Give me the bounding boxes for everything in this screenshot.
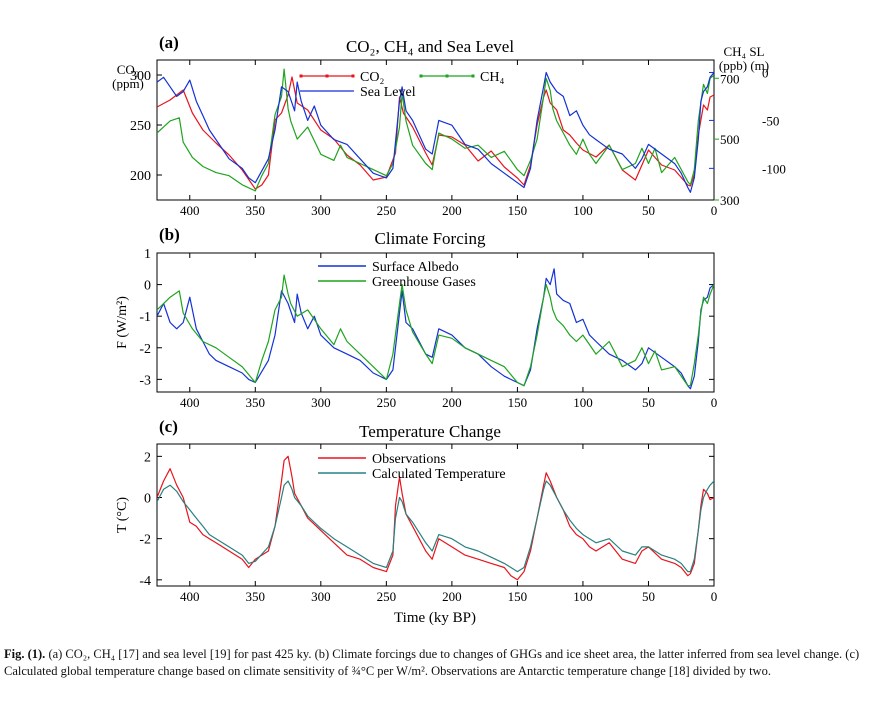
x-tick-label: 100 <box>573 395 593 410</box>
panel-label: (a) <box>159 33 179 52</box>
y-tick-label: -4 <box>139 574 151 589</box>
x-tick-label: 250 <box>377 203 397 218</box>
x-tick-label: 50 <box>642 395 655 410</box>
x-tick-label: 150 <box>508 395 528 410</box>
y-axis-label: (ppm) <box>112 76 144 91</box>
figure: (a) CO₂, CH₄ and Sea Level 400 350 300 250 200… <box>112 33 786 626</box>
y-tick-label: 300 <box>130 69 151 84</box>
legend-label: Sea Level <box>360 85 416 100</box>
panel-label: (b) <box>159 225 180 244</box>
legend-marker <box>299 74 303 78</box>
x-tick-label: 400 <box>180 203 200 218</box>
legend-label: Greenhouse Gases <box>372 275 476 290</box>
panel-title: CO₂, CH₄ and Sea Level <box>346 37 514 56</box>
panel-title: Climate Forcing <box>375 229 486 248</box>
panel-label: (c) <box>159 417 178 436</box>
x-tick-label: 0 <box>711 203 718 218</box>
y-tick-label: 0 <box>144 492 151 507</box>
legend-marker <box>351 74 355 78</box>
legend-marker <box>325 74 329 78</box>
legend-label: Observations <box>372 452 446 467</box>
x-tick-label: 250 <box>377 589 397 604</box>
right-axis-label: CH₄ SL <box>723 44 764 59</box>
x-tick-label: 50 <box>642 203 655 218</box>
x-tick-label: 250 <box>377 395 397 410</box>
right-axis-label: (ppb) (m) <box>719 58 769 73</box>
series-line-ch- <box>157 68 714 192</box>
x-tick-label: 0 <box>711 589 718 604</box>
y-axis-label: F (W/m²) <box>115 296 130 349</box>
plot-frame <box>156 443 715 587</box>
series-group <box>157 68 714 193</box>
x-tick-label: 200 <box>442 395 462 410</box>
sl-tick-label: -50 <box>762 113 779 128</box>
ch4-tick-label: 500 <box>720 132 740 147</box>
x-tick-label: 400 <box>180 395 200 410</box>
legend-label: Calculated Temperature <box>372 467 506 482</box>
series-line-calculated-temperature <box>157 480 714 573</box>
x-tick-label: 300 <box>311 589 331 604</box>
x-tick-label: 300 <box>311 395 331 410</box>
y-tick-label: 0 <box>144 279 151 294</box>
series-group <box>157 455 714 581</box>
series-line-observations <box>157 455 714 581</box>
y-axis-label: CO₂ <box>117 62 140 77</box>
y-tick-label: -2 <box>139 533 151 548</box>
sl-tick-label: -100 <box>762 161 786 176</box>
y-tick-label: 250 <box>130 119 151 134</box>
x-tick-label: 300 <box>311 203 331 218</box>
series-line-greenhouse-gases <box>157 274 714 387</box>
panel-a: (a) CO₂, CH₄ and Sea Level 400 350 300 250 200… <box>112 33 786 218</box>
x-axis-label: Time (ky BP) <box>394 610 476 626</box>
x-tick-label: 0 <box>711 395 718 410</box>
y-axis-label: T (°C) <box>115 497 130 533</box>
y-tick-label: 200 <box>130 169 151 184</box>
y-tick-label: 2 <box>144 450 151 465</box>
legend-label: Surface Albedo <box>372 260 459 275</box>
sl-tick-label: 0 <box>762 65 769 80</box>
ch4-tick-label: 300 <box>720 193 740 208</box>
legend-marker <box>445 74 449 78</box>
panel-title: Temperature Change <box>359 422 501 441</box>
x-tick-label: 200 <box>442 589 462 604</box>
x-tick-label: 350 <box>246 395 266 410</box>
series-line-co- <box>157 76 714 190</box>
figure-caption: Fig. (1). (a) CO₂, CH₄ [17] and sea leve… <box>4 646 884 679</box>
legend: CO₂ CH₄ Sea Level <box>299 70 504 100</box>
legend-marker <box>419 74 423 78</box>
x-tick-label: 350 <box>246 203 266 218</box>
x-tick-label: 100 <box>573 203 593 218</box>
x-tick-label: 200 <box>442 203 462 218</box>
x-tick-label: 100 <box>573 589 593 604</box>
x-tick-label: 150 <box>508 203 528 218</box>
legend-label: CO₂ <box>360 70 384 85</box>
x-tick-label: 50 <box>642 589 655 604</box>
caption-label: Fig. (1). <box>4 647 46 661</box>
series-group <box>157 268 714 390</box>
legend-marker <box>471 74 475 78</box>
y-tick-label: -3 <box>139 373 151 388</box>
plot-frame <box>156 252 715 393</box>
y-tick-label: 1 <box>144 247 151 262</box>
y-tick-label: -1 <box>139 310 151 325</box>
caption-text: (a) CO₂, CH₄ [17] and sea level [19] for… <box>4 647 860 678</box>
x-tick-label: 150 <box>508 589 528 604</box>
x-tick-label: 350 <box>246 589 266 604</box>
series-line-sea-level <box>157 71 714 193</box>
legend-label: CH₄ <box>480 70 504 85</box>
series-line-surface-albedo <box>157 268 714 390</box>
plot-frame <box>156 59 715 201</box>
y-tick-label: -2 <box>139 342 151 357</box>
ch4-tick-label: 700 <box>720 71 740 86</box>
x-tick-label: 400 <box>180 589 200 604</box>
